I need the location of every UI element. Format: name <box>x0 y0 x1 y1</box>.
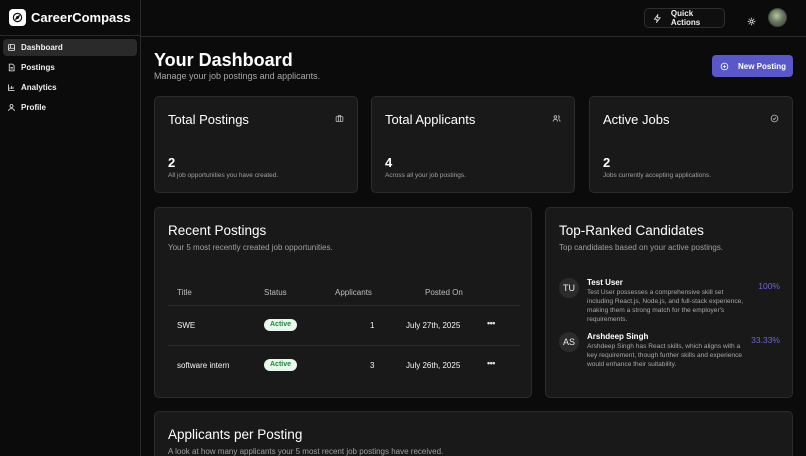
stat-title: Total Postings <box>168 112 249 127</box>
stat-card-total-applicants: Total Applicants 4 Across all your job p… <box>371 96 575 193</box>
quick-actions-label: Quick Actions <box>670 9 701 27</box>
stat-description: Jobs currently accepting applications. <box>603 172 712 179</box>
match-score: 100% <box>758 281 780 291</box>
sidebar-item-analytics[interactable]: Analytics <box>3 79 137 96</box>
section-subtitle: Your 5 most recently created job opportu… <box>168 243 333 252</box>
dashboard-icon <box>8 44 15 51</box>
stat-title: Active Jobs <box>603 112 670 127</box>
column-header-status[interactable]: Status <box>264 288 287 297</box>
cell-posted-on: July 27th, 2025 <box>406 321 461 330</box>
avatar[interactable] <box>768 8 787 27</box>
theme-toggle[interactable] <box>747 13 756 31</box>
new-posting-button[interactable]: New Posting <box>712 55 793 77</box>
stat-value: 2 <box>603 155 611 170</box>
avatar: TU <box>559 278 579 298</box>
status-badge: Active <box>264 359 298 371</box>
plus-circle-icon <box>720 62 729 70</box>
section-title: Top-Ranked Candidates <box>559 223 704 238</box>
candidate-item[interactable]: TU Test User Test User possesses a compr… <box>559 278 780 328</box>
cell-applicants: 1 <box>370 321 375 330</box>
column-header-posted-on[interactable]: Posted On <box>425 288 463 297</box>
compass-icon <box>9 9 26 26</box>
new-posting-label: New Posting <box>738 61 787 71</box>
stat-card-total-postings: Total Postings 2 All job opportunities y… <box>154 96 358 193</box>
cell-title: software intern <box>177 361 230 370</box>
match-score: 33.33% <box>751 335 780 345</box>
sidebar-nav: Dashboard Postings Analytics Profile <box>0 36 140 122</box>
cell-applicants: 3 <box>370 361 375 370</box>
section-title: Applicants per Posting <box>168 427 303 442</box>
status-badge: Active <box>264 319 298 331</box>
cell-posted-on: July 26th, 2025 <box>406 361 461 370</box>
users-icon <box>552 115 561 122</box>
candidate-summary: Test User possesses a comprehensive skil… <box>587 289 744 323</box>
sidebar-item-label: Analytics <box>21 83 57 92</box>
column-header-title[interactable]: Title <box>177 288 192 297</box>
chart-icon <box>8 84 15 91</box>
section-title: Recent Postings <box>168 223 267 238</box>
divider <box>168 345 520 346</box>
lightning-icon <box>653 13 661 23</box>
quick-actions-button[interactable]: Quick Actions <box>644 8 725 28</box>
check-circle-icon <box>770 114 779 123</box>
page-title: Your Dashboard <box>154 50 293 70</box>
section-subtitle: A look at how many applicants your 5 mos… <box>168 447 444 456</box>
applicants-chart-card: Applicants per Posting A look at how man… <box>154 411 793 456</box>
sidebar: CareerCompass Dashboard Postings Analyti… <box>0 0 141 456</box>
document-icon <box>8 63 15 72</box>
column-header-applicants[interactable]: Applicants <box>335 288 372 297</box>
stat-title: Total Applicants <box>385 112 476 127</box>
divider <box>168 305 520 306</box>
sidebar-item-postings[interactable]: Postings <box>3 59 137 76</box>
avatar: AS <box>559 332 579 352</box>
sidebar-item-profile[interactable]: Profile <box>3 99 137 116</box>
section-subtitle: Top candidates based on your active post… <box>559 243 724 252</box>
sidebar-item-label: Profile <box>21 103 46 112</box>
brand[interactable]: CareerCompass <box>0 0 140 36</box>
top-candidates-card: Top-Ranked Candidates Top candidates bas… <box>545 207 793 398</box>
user-icon <box>8 104 15 112</box>
topbar: Quick Actions <box>141 0 806 37</box>
briefcase-icon <box>335 115 344 122</box>
row-actions-icon[interactable]: ••• <box>487 318 495 328</box>
brand-name: CareerCompass <box>31 10 131 25</box>
sidebar-item-label: Dashboard <box>21 43 63 52</box>
stat-description: All job opportunities you have created. <box>168 172 279 179</box>
cell-title: SWE <box>177 321 196 330</box>
stat-value: 4 <box>385 155 393 170</box>
candidate-summary: Arshdeep Singh has React skills, which a… <box>587 343 743 368</box>
stat-card-active-jobs: Active Jobs 2 Jobs currently accepting a… <box>589 96 793 193</box>
recent-postings-card: Recent Postings Your 5 most recently cre… <box>154 207 532 398</box>
row-actions-icon[interactable]: ••• <box>487 358 495 368</box>
candidate-name: Arshdeep Singh <box>587 332 649 341</box>
stat-description: Across all your job postings. <box>385 172 466 179</box>
stat-value: 2 <box>168 155 176 170</box>
sun-icon <box>747 17 756 26</box>
candidate-name: Test User <box>587 278 623 287</box>
sidebar-item-dashboard[interactable]: Dashboard <box>3 39 137 56</box>
sidebar-item-label: Postings <box>21 63 55 72</box>
candidate-item[interactable]: AS Arshdeep Singh Arshdeep Singh has Rea… <box>559 332 780 377</box>
page-subtitle: Manage your job postings and applicants. <box>154 71 321 81</box>
